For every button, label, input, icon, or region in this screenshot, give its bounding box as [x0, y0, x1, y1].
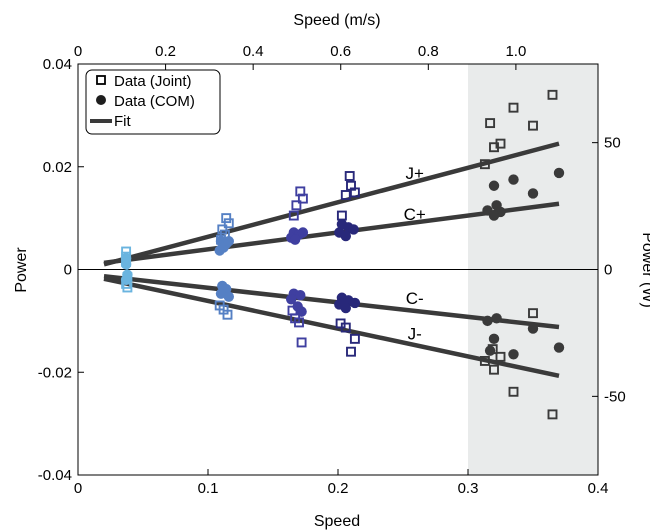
fit-annotation: J- [408, 325, 422, 344]
com-data-point [527, 188, 539, 199]
joint-data-point [222, 309, 233, 320]
com-data-point [491, 313, 502, 324]
com-data-point [340, 302, 351, 314]
fit-annotation: J+ [405, 164, 424, 183]
joint-data-point [297, 193, 308, 204]
com-data-point [553, 342, 565, 353]
com-data-point [120, 259, 132, 270]
com-data-point [488, 180, 500, 191]
legend-marker-joint [96, 75, 106, 85]
x-tick-label: 0.3 [458, 480, 479, 497]
joint-data-point [528, 308, 538, 319]
joint-data-point [221, 213, 232, 224]
com-data-point [349, 297, 361, 309]
y-tick-label: 0 [64, 262, 72, 279]
joint-data-point [349, 187, 360, 198]
joint-data-point [547, 409, 558, 420]
com-data-point [488, 210, 500, 221]
x2-tick-label: 0.4 [243, 43, 264, 60]
legend-label-fit: Fit [114, 113, 131, 130]
joint-data-point [508, 386, 519, 397]
y-tick-label: -0.04 [38, 467, 72, 484]
y-tick-label: 0.02 [43, 159, 72, 176]
x2-tick-label: 0.6 [330, 43, 351, 60]
fit-line-jplus [103, 141, 560, 267]
com-data-point [296, 306, 307, 317]
x2-axis-title: Speed (m/s) [293, 12, 380, 29]
x2-tick-label: 0.2 [155, 43, 176, 60]
y-tick-label: 0.04 [43, 56, 72, 73]
joint-data-point [349, 333, 360, 344]
joint-data-point [223, 218, 234, 229]
y2-axis-title: Power (W) [639, 232, 650, 308]
com-data-point [482, 315, 493, 327]
com-data-point [223, 291, 234, 302]
joint-data-point [346, 346, 356, 357]
y2-tick-label: 50 [604, 135, 621, 152]
ticks-layer: 0 0.1 0.2 0.3 0.4 0 0.2 0.4 0.6 0.8 1.0 -0.04 -0.02 0… [38, 43, 626, 497]
annotation-layer: J+ C+ C- J- [404, 164, 426, 344]
com-data-point [348, 224, 359, 235]
fit-line-cplus [103, 201, 560, 266]
com-data-point [214, 245, 225, 256]
joint-data-point [489, 364, 499, 375]
com-data-point [508, 349, 519, 360]
com-data-point [120, 274, 132, 285]
com-data-point [553, 167, 565, 179]
com-data-point [484, 345, 496, 356]
legend-label-joint: Data (Joint) [114, 73, 192, 90]
x2-tick-label: 0 [74, 43, 82, 60]
joint-data-point [495, 351, 506, 362]
com-data-point [215, 288, 227, 299]
com-data-point [340, 230, 351, 242]
x-axis-title: Speed [314, 513, 360, 530]
fit-annotation: C+ [404, 205, 426, 224]
joint-data-point [344, 171, 355, 181]
y2-tick-label: 0 [604, 262, 612, 279]
x-tick-label: 0.1 [198, 480, 219, 497]
joint-data-point [288, 210, 299, 221]
joint-data-point [296, 337, 307, 348]
joint-data-point [495, 138, 506, 149]
fit-line-jminus [103, 276, 560, 379]
joint-data-point [479, 355, 490, 366]
joint-data-point [294, 317, 304, 328]
y2-tick-label: -50 [604, 388, 626, 405]
joint-data-point [291, 200, 302, 211]
y-axis-title: Power [13, 247, 30, 293]
joint-data-point [508, 102, 519, 113]
com-data-point [527, 323, 539, 334]
com-data-point [289, 234, 301, 245]
joint-data-point [547, 89, 558, 100]
joint-data-point [528, 120, 538, 131]
joint-data-point [479, 159, 490, 170]
joint-data-point [485, 118, 496, 129]
x-tick-label: 0.2 [328, 480, 349, 497]
x2-tick-label: 1.0 [505, 43, 526, 60]
joint-data-point [217, 224, 228, 235]
legend: Data (Joint) Data (COM) Fit [85, 69, 221, 135]
com-data-point [488, 333, 500, 345]
com-data-point [297, 227, 309, 238]
com-data-point [223, 236, 234, 247]
x2-tick-label: 0.8 [418, 43, 439, 60]
com-data-point [286, 294, 297, 305]
legend-label-com: Data (COM) [114, 93, 195, 110]
com-data-point [295, 289, 306, 301]
x-tick-label: 0.4 [588, 480, 609, 497]
data-points-layer [120, 89, 565, 420]
y-tick-label: -0.02 [38, 364, 72, 381]
joint-data-point [340, 322, 351, 333]
legend-box [85, 69, 221, 135]
fit-annotation: C- [406, 289, 424, 308]
joint-data-point [340, 190, 351, 200]
com-data-point [508, 174, 519, 185]
x-tick-label: 0 [74, 480, 82, 497]
legend-marker-com [96, 95, 106, 105]
